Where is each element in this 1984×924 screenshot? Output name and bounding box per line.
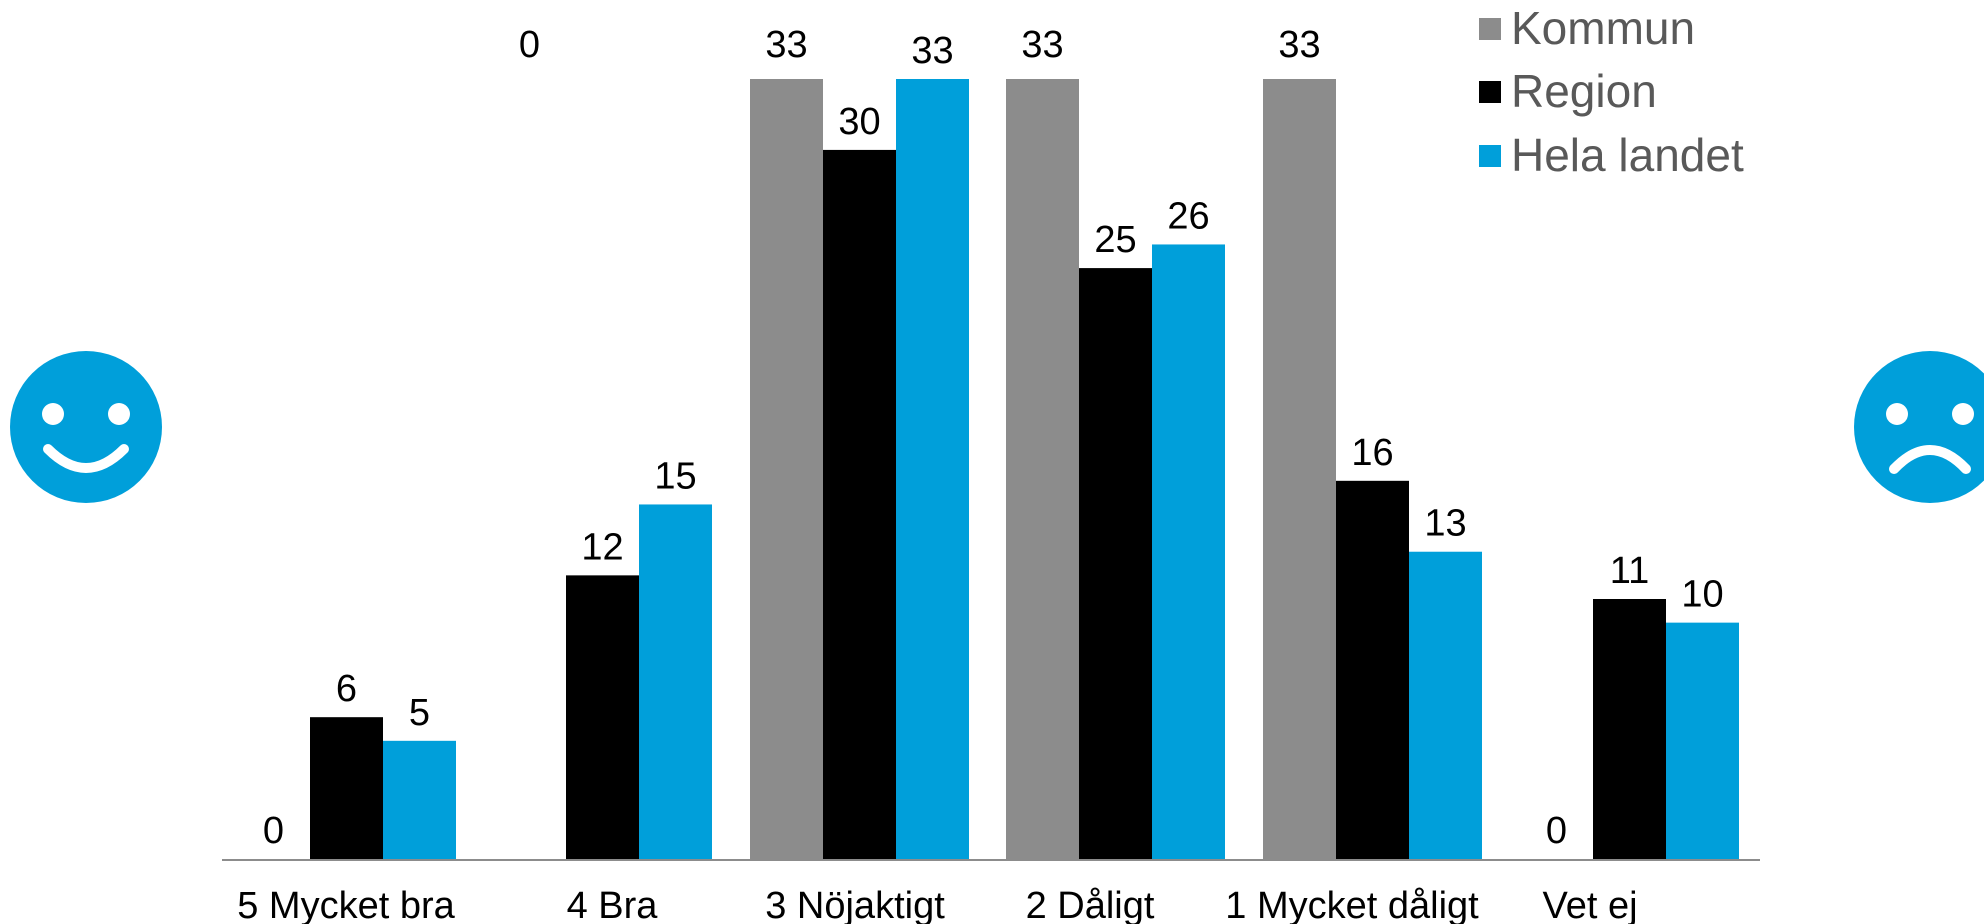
data-label: 0 bbox=[1546, 810, 1567, 852]
bar-hela-landet-2 bbox=[639, 504, 712, 859]
data-label: 30 bbox=[838, 101, 880, 143]
data-label: 33 bbox=[911, 30, 953, 72]
bar-kommun-4 bbox=[1006, 79, 1079, 859]
data-label: 26 bbox=[1167, 195, 1209, 237]
data-label: 33 bbox=[1021, 24, 1063, 66]
x-tick-label: 5 Mycket bra bbox=[237, 885, 455, 924]
bar-kommun-3 bbox=[750, 79, 823, 859]
bar-hela-landet-1 bbox=[383, 740, 456, 859]
data-label: 15 bbox=[654, 455, 696, 497]
bar-hela-landet-5 bbox=[1409, 551, 1482, 859]
data-label: 13 bbox=[1424, 503, 1466, 545]
bar-hela-landet-6 bbox=[1666, 622, 1739, 859]
legend-label: Kommun bbox=[1511, 2, 1695, 54]
x-tick-label: Vet ej bbox=[1542, 885, 1637, 924]
bar-region-1 bbox=[310, 717, 383, 859]
bar-region-4 bbox=[1079, 268, 1152, 859]
smiley-sad-icon bbox=[1854, 351, 1984, 503]
x-tick-label: 4 Bra bbox=[567, 885, 659, 924]
data-label: 33 bbox=[1278, 24, 1320, 66]
data-label: 10 bbox=[1681, 574, 1723, 616]
bar-region-3 bbox=[823, 149, 896, 860]
data-label: 0 bbox=[263, 810, 284, 852]
data-label: 5 bbox=[409, 692, 430, 734]
legend-label: Region bbox=[1511, 65, 1657, 117]
data-label: 25 bbox=[1094, 219, 1136, 261]
legend-swatch bbox=[1479, 145, 1501, 167]
x-tick-label: 3 Nöjaktigt bbox=[765, 885, 945, 924]
bar-hela-landet-4 bbox=[1152, 244, 1225, 860]
data-label: 6 bbox=[336, 668, 357, 710]
data-label: 16 bbox=[1351, 432, 1393, 474]
legend-swatch bbox=[1479, 81, 1501, 103]
data-label: 12 bbox=[581, 526, 623, 568]
data-label: 33 bbox=[765, 24, 807, 66]
bar-kommun-5 bbox=[1263, 79, 1336, 859]
legend-label: Hela landet bbox=[1511, 129, 1744, 181]
legend-swatch bbox=[1479, 18, 1501, 40]
smiley-happy-icon bbox=[10, 351, 162, 503]
bar-hela-landet-3 bbox=[896, 79, 969, 859]
bar-region-5 bbox=[1336, 480, 1409, 859]
data-label: 0 bbox=[519, 24, 540, 66]
x-tick-label: 2 Dåligt bbox=[1026, 885, 1155, 924]
bar-region-6 bbox=[1593, 599, 1666, 859]
bar-region-2 bbox=[566, 575, 639, 859]
x-tick-label: 1 Mycket dåligt bbox=[1225, 885, 1479, 924]
data-label: 11 bbox=[1610, 550, 1649, 592]
